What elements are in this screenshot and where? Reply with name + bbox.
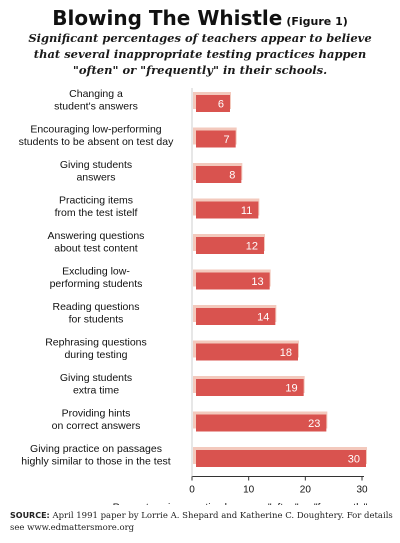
- bar-value-label: 13: [251, 276, 263, 288]
- bar: [196, 343, 298, 361]
- bar: [196, 414, 327, 432]
- bar: [196, 308, 276, 325]
- category-label: Answering questions: [48, 230, 145, 242]
- source-note: SOURCE: April 1991 paper by Lorrie A. Sh…: [10, 510, 395, 534]
- bar: [196, 201, 259, 219]
- bar-value-label: 7: [224, 134, 230, 146]
- category-label: extra time: [73, 384, 119, 396]
- category-label: students to be absent on test day: [19, 136, 174, 148]
- bar-value-label: 14: [257, 312, 269, 324]
- x-axis-title: Percent saying practice happens "often" …: [113, 502, 368, 506]
- figure-label: (Figure 1): [286, 15, 348, 28]
- bar: [196, 95, 230, 112]
- bar: [196, 450, 366, 467]
- chart-subtitle: Significant percentages of teachers appe…: [28, 31, 372, 77]
- x-tick-label: 10: [243, 485, 255, 496]
- category-label: Reading questions: [53, 301, 140, 313]
- bar: [196, 237, 264, 254]
- bar-value-label: 30: [348, 454, 360, 466]
- category-label: for students: [69, 313, 124, 325]
- x-tick-label: 20: [300, 485, 312, 496]
- category-label: on correct answers: [52, 420, 141, 432]
- category-label: highly similar to those in the test: [21, 455, 170, 467]
- category-label: from the test istelf: [55, 207, 138, 219]
- category-label: Giving students: [60, 159, 132, 171]
- bar: [196, 379, 304, 396]
- category-label: Giving practice on passages: [30, 443, 162, 455]
- category-label: answers: [76, 171, 115, 183]
- bar-value-label: 18: [280, 347, 292, 359]
- category-label: about test content: [54, 242, 138, 254]
- chart-title: Blowing The Whistle: [52, 6, 283, 30]
- bar: [196, 272, 270, 290]
- category-label: student's answers: [54, 100, 138, 112]
- category-label: Rephrasing questions: [45, 336, 147, 348]
- bar: [196, 130, 236, 148]
- chart-heading: Blowing The Whistle (Figure 1): [0, 6, 400, 30]
- bar: [196, 166, 242, 183]
- category-label: Changing a: [69, 88, 123, 100]
- bar-value-label: 12: [246, 241, 258, 253]
- bar-value-label: 11: [241, 205, 252, 217]
- category-label: Encouraging low-performing: [30, 123, 161, 135]
- x-tick-label: 30: [356, 485, 368, 496]
- category-label: Excluding low-: [62, 265, 130, 277]
- category-label: Giving students: [60, 372, 132, 384]
- category-label: during testing: [64, 349, 127, 361]
- category-label: Practicing items: [59, 194, 133, 206]
- source-text: April 1991 paper by Lorrie A. Shepard an…: [10, 511, 393, 533]
- bar-value-label: 6: [218, 99, 224, 111]
- bar-value-label: 19: [285, 383, 297, 395]
- x-tick-label: 0: [189, 485, 195, 496]
- bar-value-label: 8: [229, 170, 235, 182]
- source-label: SOURCE:: [10, 511, 50, 520]
- bar-value-label: 23: [308, 418, 320, 430]
- category-label: Providing hints: [62, 407, 131, 419]
- category-label: performing students: [50, 278, 143, 290]
